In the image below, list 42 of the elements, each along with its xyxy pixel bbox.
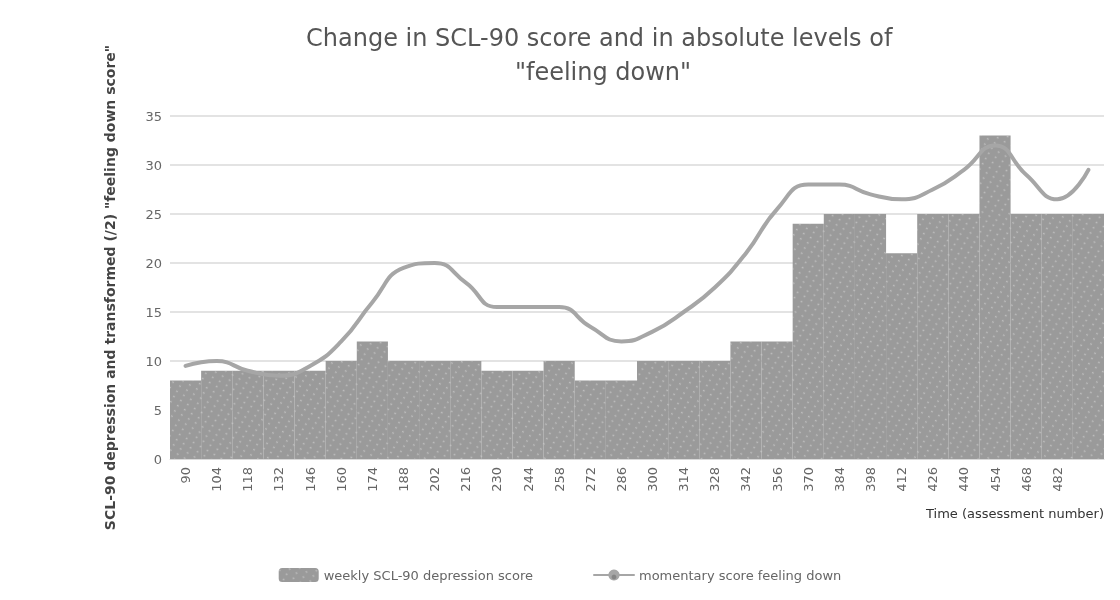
x-tick-label: 160: [333, 467, 349, 492]
x-tick-label: 468: [1018, 467, 1034, 492]
x-tick-label: 90: [178, 467, 194, 484]
x-tick-label: 356: [769, 467, 785, 492]
y-tick-label: 0: [153, 451, 162, 467]
x-tick-label: 286: [613, 467, 629, 492]
y-axis-title: SCL-90 depression and transformed (/2) "feeling down score": [102, 44, 118, 531]
x-axis-title: Time (assessment number): [924, 506, 1104, 521]
x-tick-label: 398: [863, 467, 878, 492]
x-tick-label: 300: [645, 467, 661, 492]
x-tick-label: 370: [800, 467, 816, 492]
x-tick-label: 202: [427, 467, 443, 492]
y-tick-label: 15: [145, 304, 162, 320]
x-tick-label: 426: [925, 467, 941, 492]
legend-label: momentary score feeling down: [638, 567, 842, 583]
y-tick-label: 35: [145, 108, 162, 124]
x-tick-label: 230: [489, 467, 505, 492]
x-tick-label: 132: [271, 467, 287, 492]
x-tick-label: 314: [676, 467, 692, 492]
x-tick-label: 118: [240, 467, 256, 492]
x-tick-label: 342: [738, 467, 754, 492]
x-tick-label: 188: [396, 467, 411, 492]
x-tick-label: 216: [458, 467, 474, 492]
x-tick-label: 454: [987, 467, 1003, 492]
legend-label: weekly SCL-90 depression score: [323, 567, 533, 583]
y-tick-label: 25: [145, 206, 162, 222]
y-tick-label: 5: [153, 402, 162, 418]
y-tick-label: 20: [145, 255, 162, 271]
x-tick-label: 272: [582, 467, 598, 492]
x-tick-label: 412: [894, 467, 910, 492]
y-tick-label: 30: [145, 157, 162, 173]
y-tick-label: 10: [145, 353, 162, 369]
x-tick-label: 440: [956, 467, 972, 492]
x-tick-label: 384: [831, 467, 847, 492]
x-tick-label: 174: [364, 467, 380, 492]
x-tick-label: 244: [520, 467, 536, 492]
chart-title: Change in SCL-90 score and in absolute levels of "feeling down": [306, 24, 900, 86]
x-tick-label: 328: [707, 467, 723, 492]
x-tick-label: 104: [209, 467, 225, 492]
x-tick-label: 258: [551, 467, 567, 492]
x-tick-label: 146: [302, 467, 318, 492]
x-tick-label: 482: [1049, 467, 1065, 492]
